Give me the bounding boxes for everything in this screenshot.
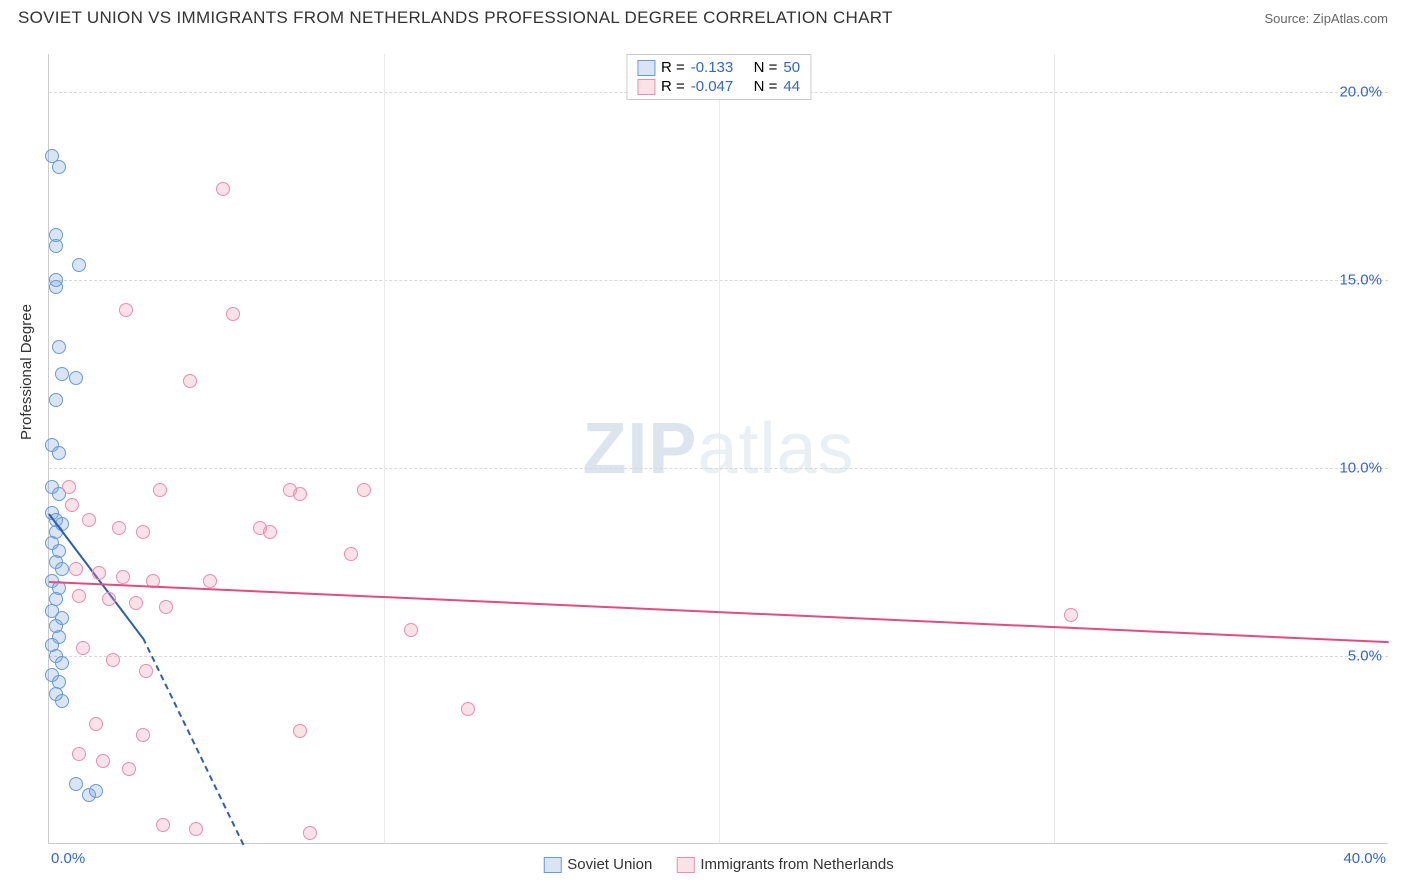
point-netherlands xyxy=(226,307,240,321)
point-netherlands xyxy=(293,487,307,501)
ytick-label: 20.0% xyxy=(1339,83,1382,100)
point-netherlands xyxy=(102,592,116,606)
gridline-v xyxy=(719,54,720,843)
point-netherlands xyxy=(303,826,317,840)
point-netherlands xyxy=(72,589,86,603)
point-netherlands xyxy=(159,600,173,614)
xtick-label: 0.0% xyxy=(51,850,85,867)
legend-row-netherlands: R = -0.047 N = 44 xyxy=(637,78,800,95)
swatch-netherlands-icon xyxy=(676,857,694,873)
point-netherlands xyxy=(357,483,371,497)
point-netherlands xyxy=(62,480,76,494)
point-netherlands xyxy=(153,483,167,497)
gridline-v xyxy=(384,54,385,843)
point-netherlands xyxy=(344,547,358,561)
legend-item-soviet: Soviet Union xyxy=(543,856,652,873)
point-soviet xyxy=(49,280,63,294)
point-netherlands xyxy=(461,702,475,716)
point-soviet xyxy=(52,160,66,174)
swatch-soviet-icon xyxy=(543,857,561,873)
point-netherlands xyxy=(112,521,126,535)
point-soviet xyxy=(52,340,66,354)
point-soviet xyxy=(49,393,63,407)
point-soviet xyxy=(52,446,66,460)
point-netherlands xyxy=(106,653,120,667)
point-soviet xyxy=(69,371,83,385)
xtick-label: 40.0% xyxy=(1343,850,1386,867)
point-soviet xyxy=(89,784,103,798)
point-netherlands xyxy=(156,818,170,832)
point-netherlands xyxy=(116,570,130,584)
swatch-soviet xyxy=(637,60,655,76)
point-netherlands xyxy=(293,724,307,738)
point-netherlands xyxy=(189,822,203,836)
point-netherlands xyxy=(89,717,103,731)
point-netherlands xyxy=(216,182,230,196)
point-netherlands xyxy=(69,562,83,576)
ytick-label: 5.0% xyxy=(1348,647,1382,664)
y-axis-label: Professional Degree xyxy=(18,304,35,440)
point-soviet xyxy=(55,694,69,708)
chart-title: SOVIET UNION VS IMMIGRANTS FROM NETHERLA… xyxy=(18,8,893,28)
point-soviet xyxy=(69,777,83,791)
point-netherlands xyxy=(136,525,150,539)
point-netherlands xyxy=(203,574,217,588)
point-netherlands xyxy=(72,747,86,761)
point-netherlands xyxy=(82,513,96,527)
swatch-netherlands xyxy=(637,79,655,95)
point-soviet xyxy=(55,656,69,670)
legend-row-soviet: R = -0.133 N = 50 xyxy=(637,59,800,76)
point-soviet xyxy=(49,239,63,253)
point-netherlands xyxy=(92,566,106,580)
trendline-soviet-dashed xyxy=(142,638,244,846)
legend-item-netherlands: Immigrants from Netherlands xyxy=(676,856,893,873)
series-legend: Soviet Union Immigrants from Netherlands xyxy=(543,856,893,873)
point-netherlands xyxy=(76,641,90,655)
point-netherlands xyxy=(122,762,136,776)
correlation-legend: R = -0.133 N = 50 R = -0.047 N = 44 xyxy=(626,54,811,100)
ytick-label: 15.0% xyxy=(1339,271,1382,288)
point-netherlands xyxy=(404,623,418,637)
point-soviet xyxy=(72,258,86,272)
point-netherlands xyxy=(96,754,110,768)
ytick-label: 10.0% xyxy=(1339,459,1382,476)
source-text: Source: ZipAtlas.com xyxy=(1264,11,1388,26)
point-netherlands xyxy=(183,374,197,388)
point-netherlands xyxy=(1064,608,1078,622)
point-soviet xyxy=(55,367,69,381)
gridline-v xyxy=(1054,54,1055,843)
point-netherlands xyxy=(119,303,133,317)
point-soviet xyxy=(55,562,69,576)
point-netherlands xyxy=(136,728,150,742)
chart-plot-area: ZIPatlas R = -0.133 N = 50 R = -0.047 N … xyxy=(48,54,1388,844)
point-netherlands xyxy=(263,525,277,539)
point-netherlands xyxy=(65,498,79,512)
point-netherlands xyxy=(129,596,143,610)
point-netherlands xyxy=(139,664,153,678)
